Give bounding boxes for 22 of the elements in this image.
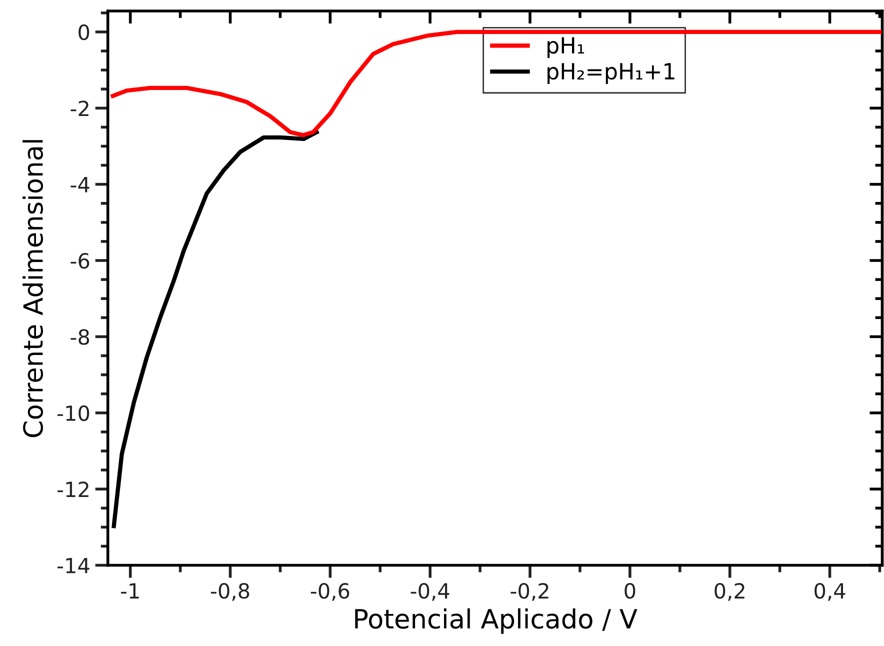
y-tick-label: -4: [70, 177, 90, 192]
x-tick-label: 0,4: [814, 582, 846, 601]
legend-label: pH₂=pH₁+1: [548, 63, 674, 84]
line-series: [112, 130, 319, 528]
y-tick-label: -12: [57, 482, 88, 497]
legend-label: pH₁: [548, 37, 584, 58]
x-tick-label: -0,6: [310, 582, 350, 601]
x-tick-label: 0: [624, 582, 636, 599]
x-tick-label: -0,2: [510, 582, 548, 601]
x-tick-label: 0,2: [714, 582, 744, 601]
line-series: [110, 30, 882, 138]
x-tick-label: -0,8: [210, 582, 250, 601]
x-tick-label: -1: [120, 583, 139, 598]
y-tick-label: -8: [70, 329, 90, 345]
y-tick-label: -10: [57, 405, 90, 422]
y-tick-label: 0: [78, 24, 90, 40]
y-tick-label: -14: [57, 558, 90, 574]
y-tick-label: -2: [70, 100, 88, 116]
x-axis-title: Potencial Aplicado / V: [355, 608, 638, 634]
x-tick-label: -0,4: [410, 582, 450, 601]
y-axis-title: Corrente Adimensional: [22, 140, 44, 438]
y-tick-label: -6: [70, 252, 90, 269]
